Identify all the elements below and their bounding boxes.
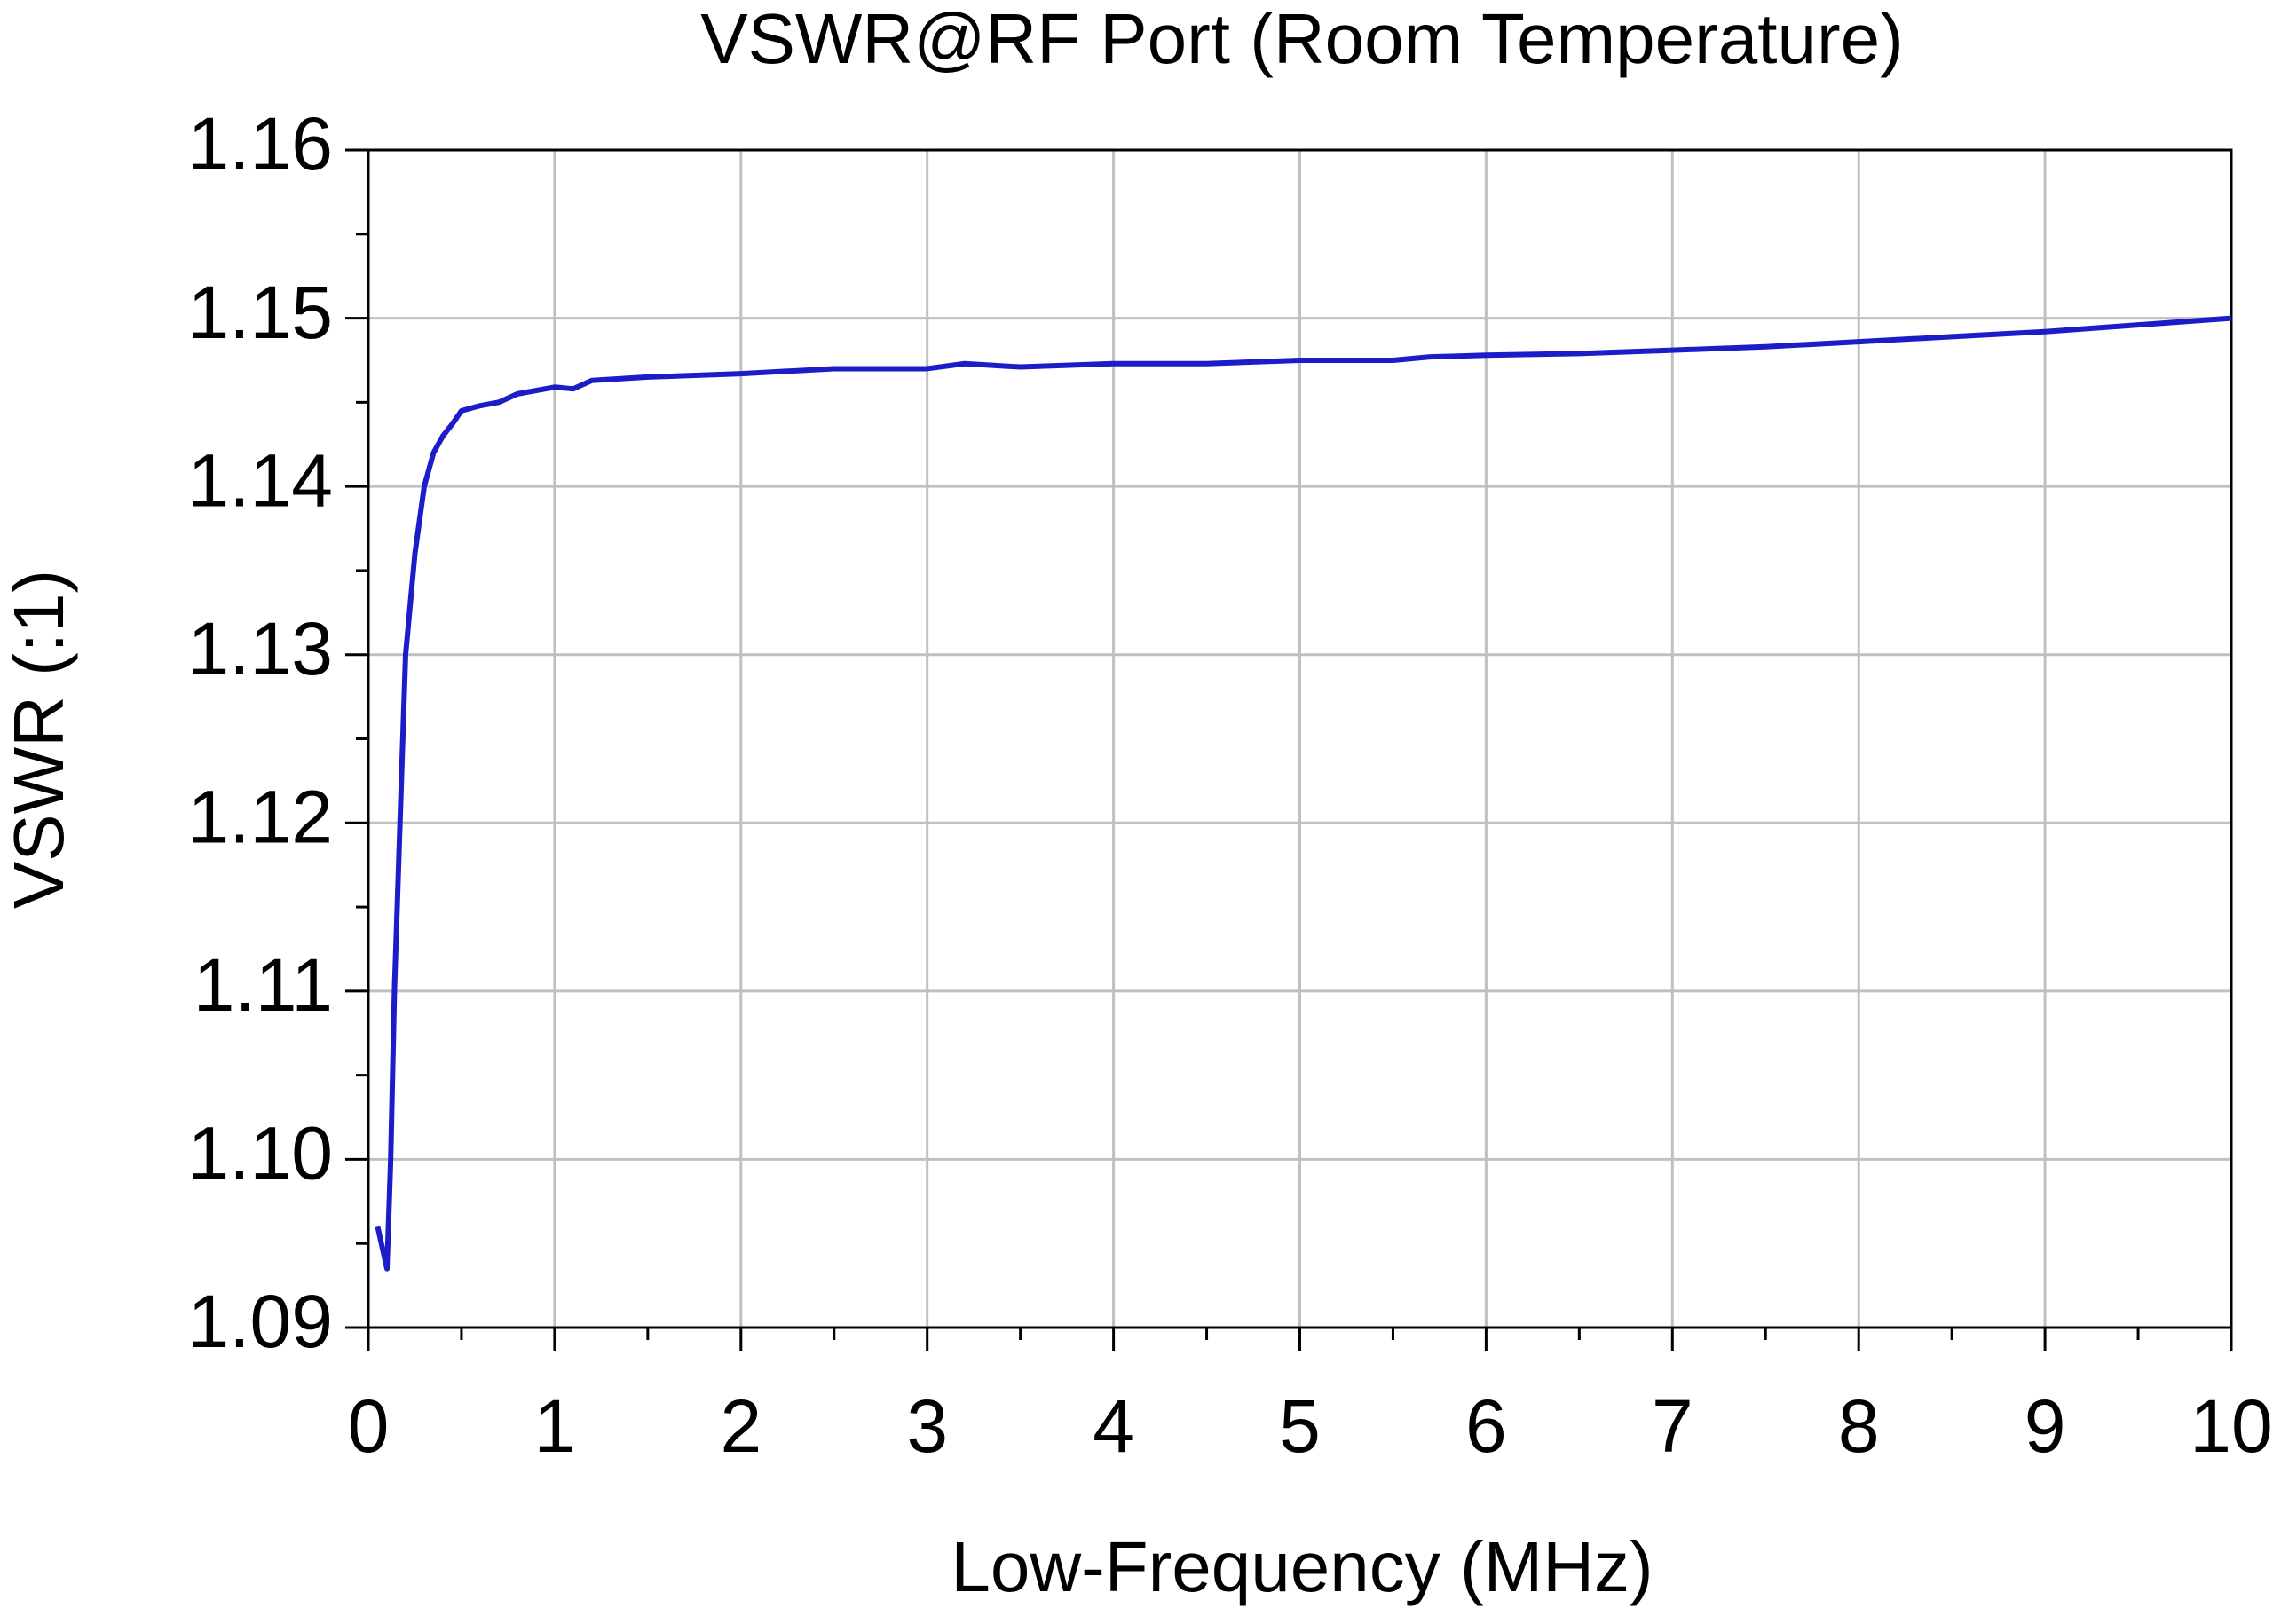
y-tick-label: 1.12	[188, 775, 334, 858]
y-tick-label: 1.13	[188, 607, 334, 690]
x-tick-label: 9	[2024, 1384, 2066, 1468]
y-tick-label: 1.09	[188, 1280, 334, 1363]
x-tick-label: 1	[534, 1384, 576, 1468]
x-tick-label: 0	[348, 1384, 390, 1468]
x-tick-label: 4	[1093, 1384, 1134, 1468]
y-tick-label: 1.14	[188, 438, 334, 522]
y-tick-label: 1.16	[188, 102, 334, 185]
x-tick-label: 2	[720, 1384, 762, 1468]
x-tick-label: 10	[2190, 1384, 2272, 1468]
data-line	[375, 315, 2232, 1272]
plot-frame	[367, 148, 2233, 1329]
x-tick-label: 5	[1279, 1384, 1321, 1468]
x-tick-label: 3	[906, 1384, 948, 1468]
x-axis-label: Low-Frequency (MHz)	[951, 1527, 1653, 1606]
chart-title: VSWR@RF Port (Room Temperature)	[700, 0, 1904, 78]
y-tick-label: 1.10	[188, 1112, 334, 1195]
y-tick-label: 1.15	[188, 271, 334, 354]
y-tick-label: 1.11	[193, 943, 333, 1027]
y-axis-label: VSWR (:1)	[0, 570, 78, 909]
x-tick-label: 8	[1838, 1384, 1880, 1468]
x-tick-label: 6	[1465, 1384, 1507, 1468]
x-tick-label: 7	[1652, 1384, 1693, 1468]
